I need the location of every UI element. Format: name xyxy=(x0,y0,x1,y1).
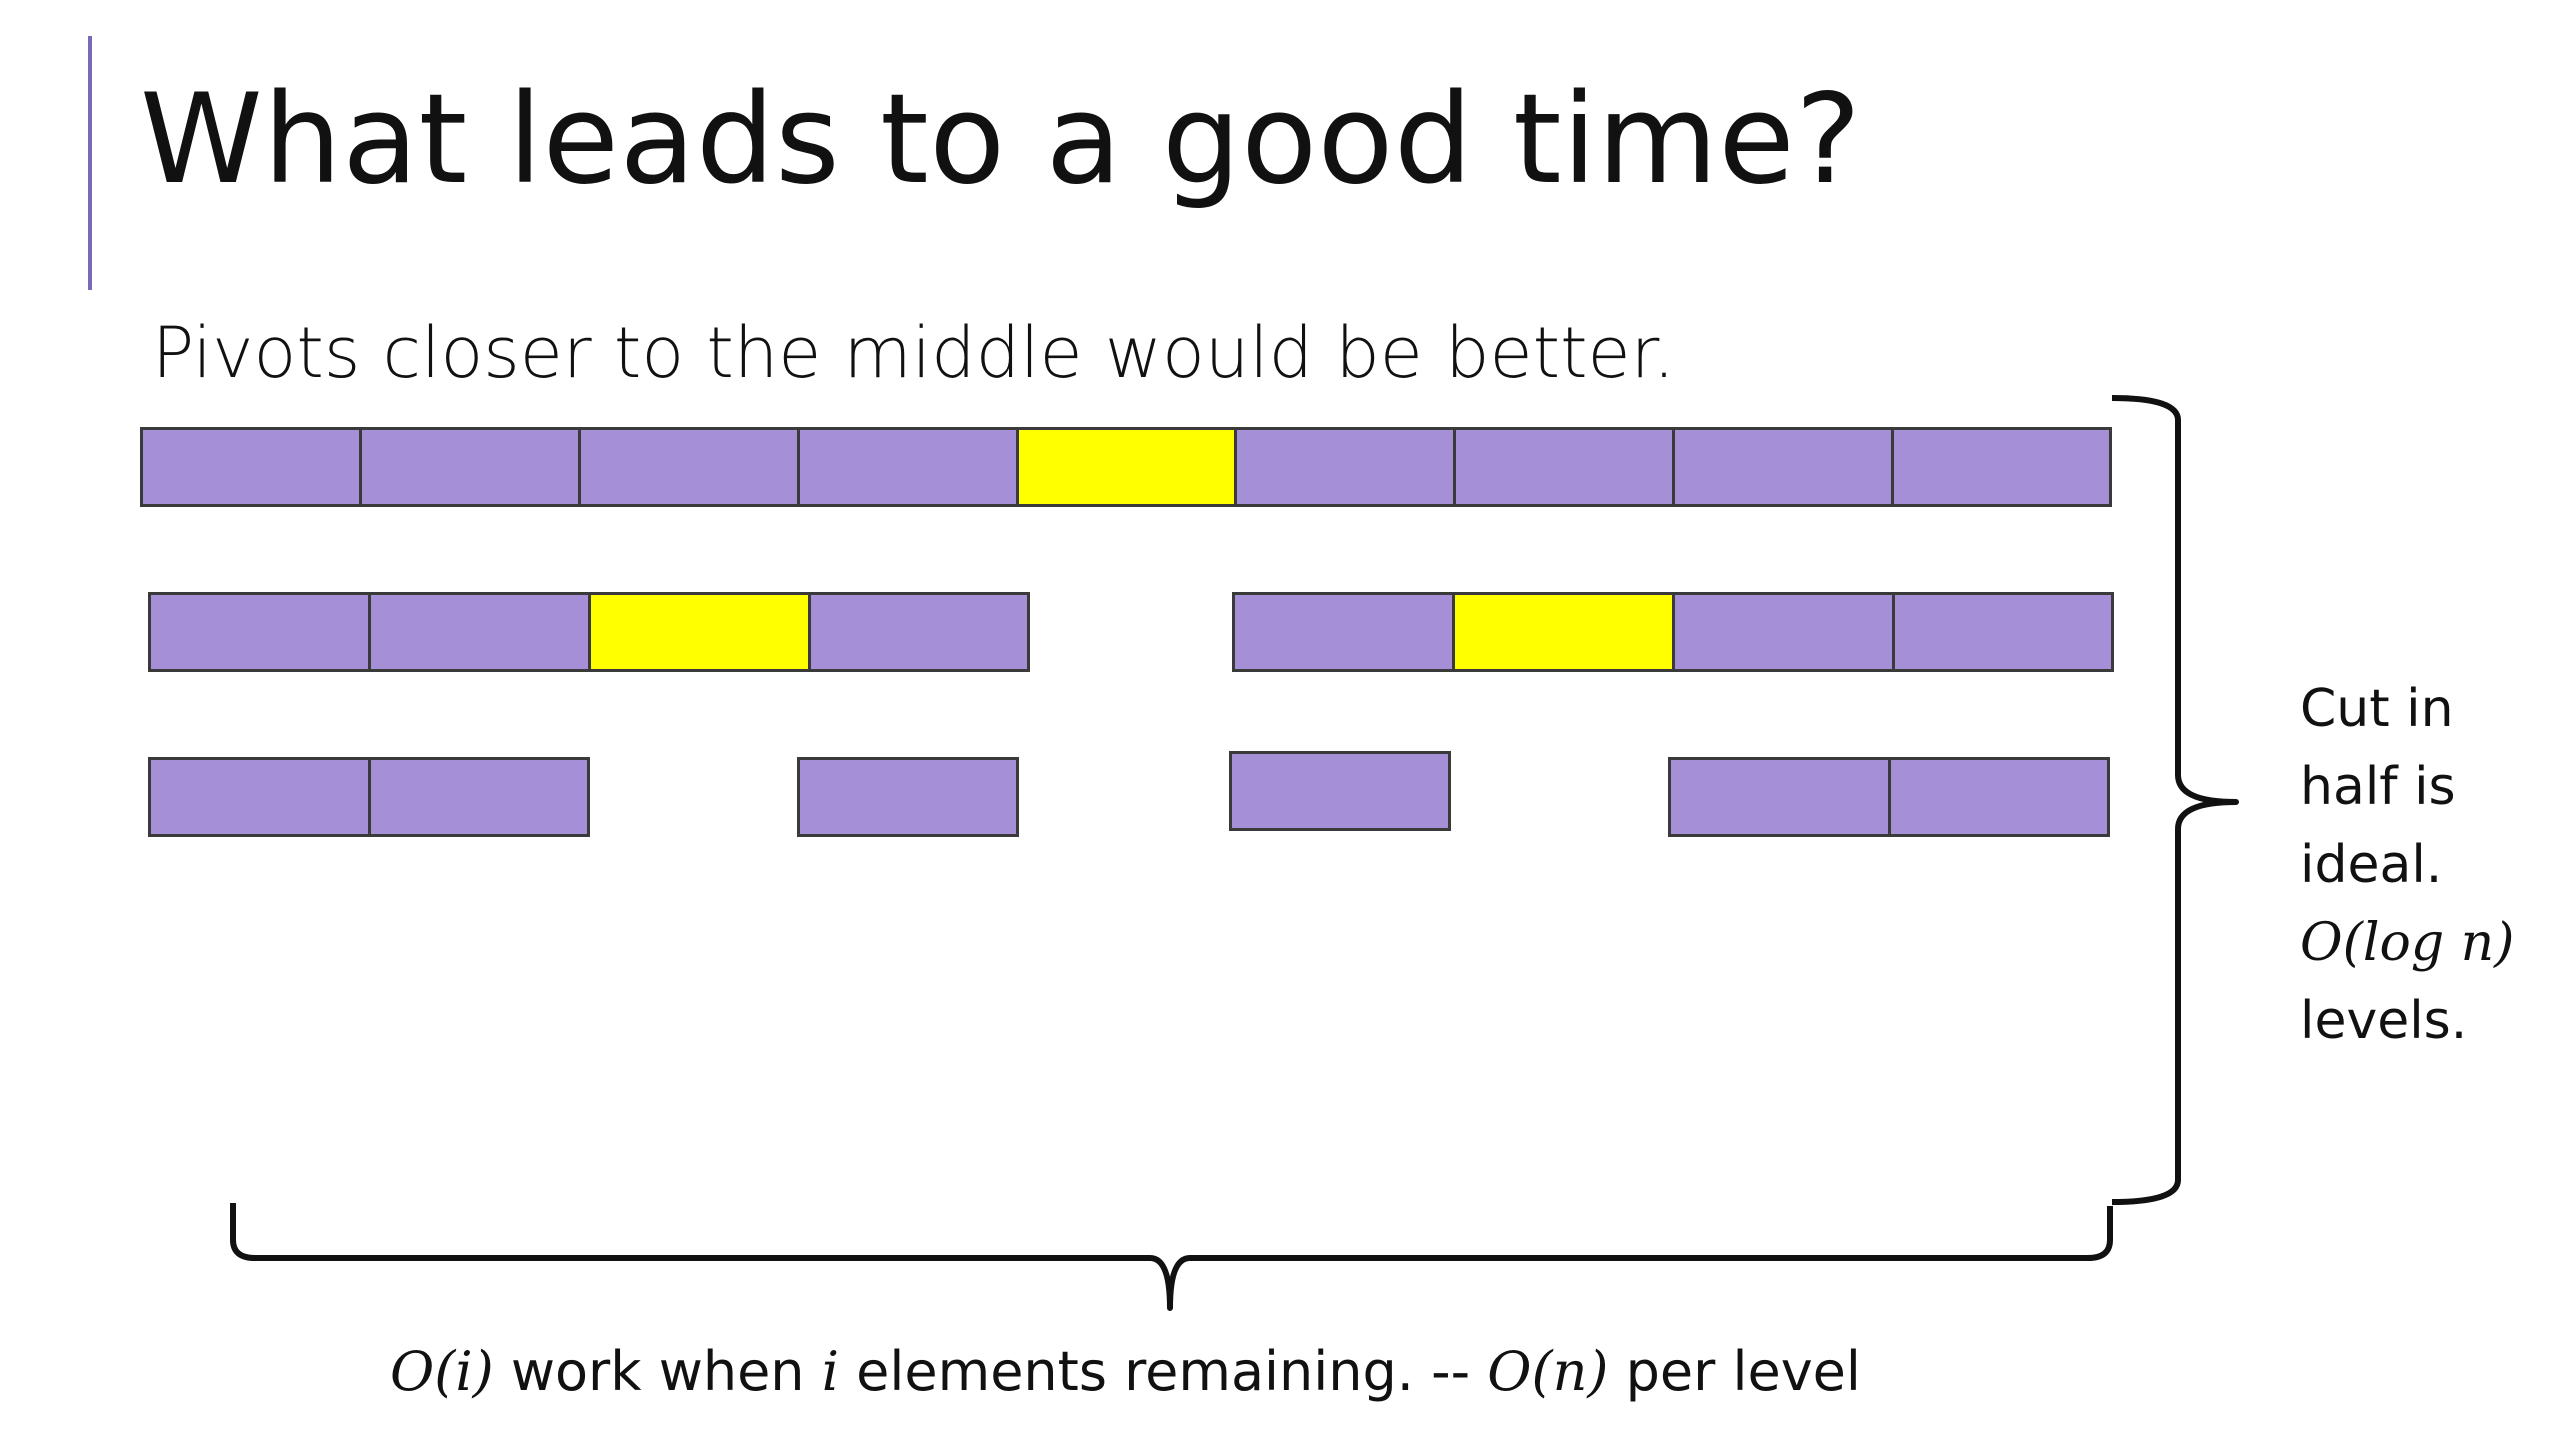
level-3-array-c xyxy=(1229,751,1451,831)
i-variable: i xyxy=(821,1340,839,1403)
array-cell xyxy=(140,427,362,507)
array-cell xyxy=(1892,592,2114,672)
array-cell xyxy=(1888,757,2110,837)
array-cell xyxy=(148,592,371,672)
level-3-array-d xyxy=(1668,757,2110,837)
level-3-array-b xyxy=(797,757,1019,837)
log-n-formula: O(log n) xyxy=(2300,913,2515,973)
array-cell xyxy=(1672,427,1895,507)
bottom-note-text: elements remaining. -- xyxy=(838,1340,1488,1403)
level-3-array-a xyxy=(148,757,590,837)
array-cell xyxy=(1891,427,2113,507)
pivot-cell xyxy=(1452,592,1675,672)
bottom-note-text: work when xyxy=(493,1340,822,1403)
level-2-right-array xyxy=(1232,592,2114,672)
bottom-note-text: per level xyxy=(1608,1340,1861,1403)
level-1-array xyxy=(140,427,2113,507)
title-accent-bar xyxy=(88,36,92,290)
array-cell xyxy=(1672,592,1895,672)
array-cell xyxy=(808,592,1030,672)
o-of-i-formula: O(i) xyxy=(390,1340,494,1403)
o-of-n-formula: O(n) xyxy=(1487,1340,1609,1403)
array-cell xyxy=(1668,757,1891,837)
array-cell xyxy=(1232,592,1455,672)
side-note-line: levels. xyxy=(2300,991,2468,1051)
side-note-line: Cut in xyxy=(2300,679,2454,739)
array-cell xyxy=(577,427,800,507)
pivot-cell xyxy=(588,592,811,672)
pivot-cell xyxy=(1015,427,1238,507)
side-note-line: ideal. xyxy=(2300,835,2443,895)
array-cell xyxy=(358,427,581,507)
array-cell xyxy=(797,757,1019,837)
array-cell xyxy=(1234,427,1457,507)
slide-title: What leads to a good time? xyxy=(140,68,1862,212)
array-cell xyxy=(1453,427,1676,507)
array-cell xyxy=(368,757,590,837)
side-note-line: half is xyxy=(2300,757,2456,817)
level-2-left-array xyxy=(148,592,1030,672)
slide-subtitle: Pivots closer to the middle would be bet… xyxy=(152,312,1676,394)
array-cell xyxy=(1229,751,1451,831)
bottom-note: O(i) work when i elements remaining. -- … xyxy=(390,1340,1861,1403)
side-note: Cut in half is ideal. O(log n) levels. xyxy=(2300,670,2550,1060)
array-cell xyxy=(368,592,591,672)
